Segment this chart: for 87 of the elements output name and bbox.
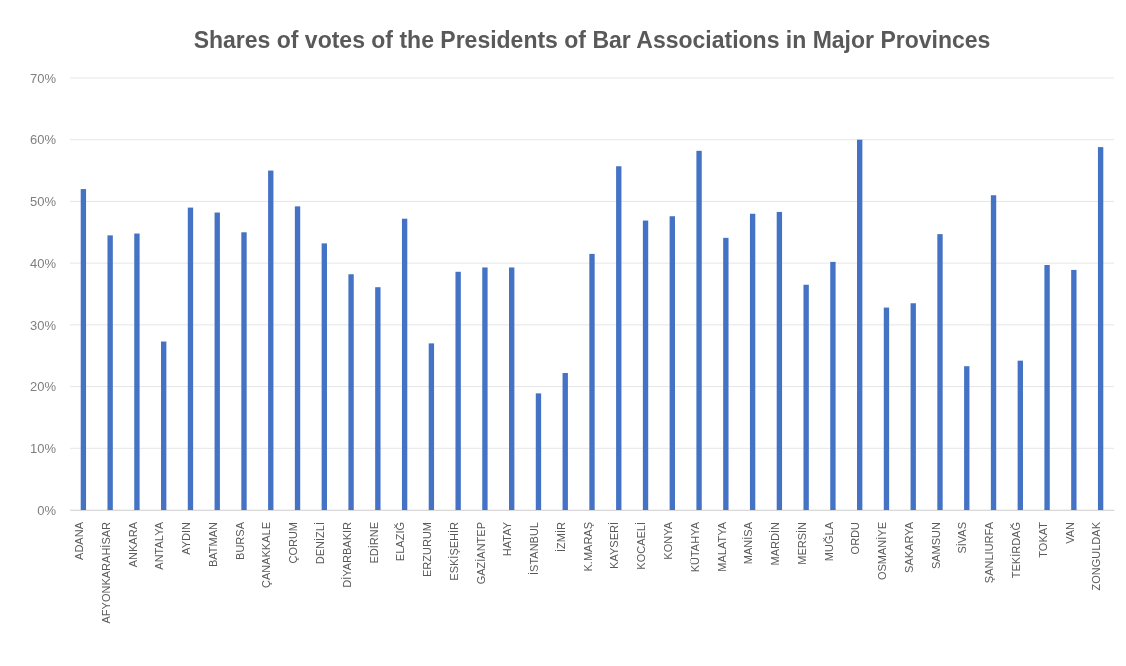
x-tick-label: ZONGULDAK bbox=[1090, 521, 1103, 591]
bar bbox=[910, 303, 916, 510]
bar bbox=[1044, 264, 1050, 510]
x-tick-label: OSMANİYE bbox=[876, 522, 889, 581]
x-tick-label: ADANA bbox=[73, 521, 86, 560]
y-tick-label: 30% bbox=[29, 317, 57, 333]
bar bbox=[857, 139, 863, 510]
y-tick-label: 70% bbox=[29, 70, 57, 86]
bar bbox=[937, 234, 943, 510]
x-tick-label: DENİZLİ bbox=[314, 522, 327, 565]
x-tick-label: MANİSA bbox=[742, 521, 755, 565]
bar bbox=[616, 166, 622, 510]
bar bbox=[776, 211, 783, 510]
bar bbox=[830, 261, 836, 510]
bar bbox=[1071, 269, 1077, 510]
x-tick-label: KAYSERİ bbox=[608, 522, 621, 569]
bar bbox=[268, 170, 274, 510]
bar bbox=[241, 232, 247, 510]
bar bbox=[642, 220, 649, 510]
bar bbox=[696, 150, 702, 510]
x-tick-label: ÇORUM bbox=[287, 522, 300, 564]
bar bbox=[428, 343, 435, 510]
bar bbox=[589, 253, 595, 510]
bar bbox=[803, 284, 809, 510]
x-tick-label: ANTALYA bbox=[153, 521, 166, 570]
y-tick-label: 40% bbox=[29, 255, 57, 271]
bar bbox=[509, 267, 515, 510]
bar bbox=[107, 235, 113, 510]
bar bbox=[482, 267, 488, 510]
bar bbox=[214, 212, 220, 510]
bar bbox=[1017, 360, 1023, 510]
y-tick-label: 50% bbox=[29, 194, 57, 210]
chart-title: Shares of votes of the Presidents of Bar Associations in Major Provinces bbox=[193, 27, 991, 53]
x-tick-label: SAMSUN bbox=[929, 521, 942, 570]
bar bbox=[294, 206, 301, 510]
x-tick-label: AYDIN bbox=[180, 521, 193, 555]
x-tick-label: GAZİANTEP bbox=[474, 522, 487, 585]
bar bbox=[723, 237, 729, 510]
x-tick-label: ÇANAKKALE bbox=[260, 522, 273, 589]
x-tick-label: MERSİN bbox=[795, 521, 808, 565]
x-tick-label: SİVAS bbox=[956, 522, 969, 554]
bar bbox=[669, 216, 675, 510]
x-tick-label: HATAY bbox=[501, 521, 514, 557]
y-tick-label: 10% bbox=[29, 440, 57, 456]
x-tick-label: EDİRNE bbox=[367, 522, 380, 564]
y-tick-label: 20% bbox=[29, 379, 57, 395]
bar bbox=[401, 218, 408, 510]
x-tick-label: ESKİŞEHİR bbox=[447, 521, 460, 581]
x-tick-label: ELAZIĞ bbox=[394, 522, 407, 562]
x-tick-label: MUĞLA bbox=[822, 521, 835, 562]
x-tick-label: ANKARA bbox=[126, 521, 139, 568]
bar bbox=[375, 287, 381, 510]
x-tick-label: İSTANBUL bbox=[528, 522, 541, 575]
x-tick-label: KONYA bbox=[662, 521, 675, 560]
x-tick-label: VAN bbox=[1063, 521, 1076, 544]
bar bbox=[990, 195, 997, 510]
x-tick-label: ŞANLIURFA bbox=[983, 521, 996, 584]
bar bbox=[80, 189, 87, 510]
x-tick-label: İZMİR bbox=[554, 521, 567, 552]
bar bbox=[455, 271, 461, 510]
x-tick-label: ORDU bbox=[849, 521, 862, 555]
x-tick-label: MALATYA bbox=[715, 521, 728, 572]
x-tick-label: KÜTAHYA bbox=[688, 521, 701, 573]
bar bbox=[749, 213, 756, 510]
x-tick-label: DİYARBAKIR bbox=[340, 521, 353, 588]
x-tick-label: SAKARYA bbox=[902, 521, 915, 573]
x-tick-label: K.MARAŞ bbox=[581, 522, 594, 572]
bar bbox=[535, 393, 542, 510]
bar bbox=[964, 366, 970, 510]
x-tick-label: BATMAN bbox=[206, 521, 219, 568]
x-tick-label: KOCAELİ bbox=[635, 522, 648, 570]
y-tick-label: 0% bbox=[37, 502, 57, 518]
bar bbox=[562, 372, 568, 510]
bar bbox=[321, 243, 327, 510]
x-tick-label: TEKİRDAĞ bbox=[1010, 522, 1023, 579]
x-tick-label: AFYONKARAHİSAR bbox=[99, 521, 112, 624]
x-tick-label: ERZURUM bbox=[421, 522, 434, 577]
y-tick-label: 60% bbox=[29, 132, 57, 148]
x-tick-label: TOKAT bbox=[1036, 521, 1049, 558]
bar bbox=[348, 274, 354, 510]
bar bbox=[161, 341, 167, 510]
bar bbox=[134, 233, 140, 510]
x-tick-label: BURSA bbox=[233, 521, 246, 560]
bar bbox=[1097, 147, 1104, 510]
x-tick-label: MARDİN bbox=[769, 521, 782, 566]
bar bbox=[883, 307, 890, 510]
bar bbox=[187, 207, 194, 510]
